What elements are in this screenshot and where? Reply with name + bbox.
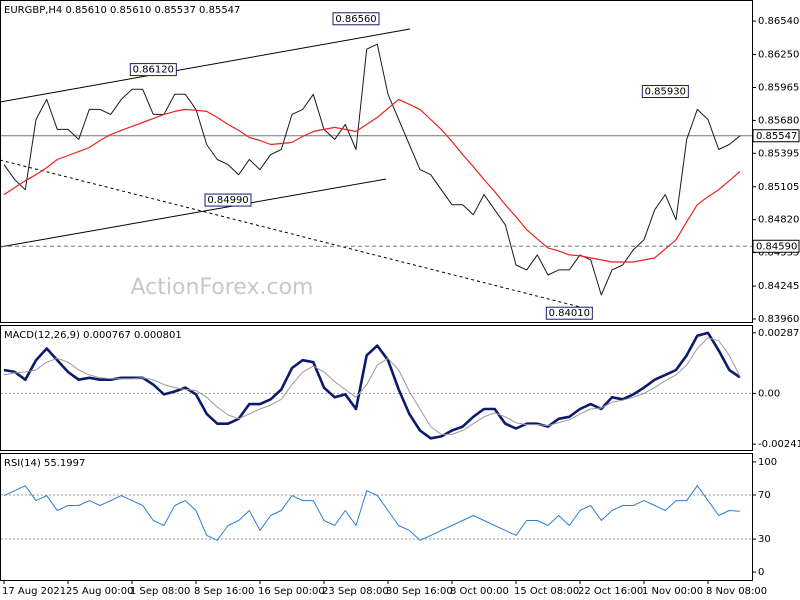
panel-title: MACD(12,26,9) 0.000767 0.000801 [4, 330, 182, 341]
y-tick-label: 0.86540 [758, 16, 799, 27]
y-tick-label: 0.84535 [758, 248, 799, 259]
y-tick-label: 30 [758, 534, 771, 545]
annotation-box [641, 85, 689, 99]
watermark: ActionForex.com [131, 275, 314, 300]
level-label-box [752, 239, 800, 253]
y-tick-label: 100 [758, 457, 777, 468]
x-tick-label: 22 Oct 16:00 [578, 586, 643, 597]
y-tick-label: -0.002412 [758, 439, 800, 450]
annotation-box [129, 63, 177, 77]
y-tick-label: 0.84820 [758, 215, 799, 226]
y-tick-label: 0.002879 [758, 328, 800, 339]
rsi-panel [0, 453, 753, 581]
x-tick-label: 25 Aug 00:00 [66, 586, 133, 597]
level-label-box [752, 129, 800, 143]
y-tick-label: 0.85395 [758, 148, 799, 159]
level-label: 0.84590 [756, 241, 797, 252]
x-tick-label: 16 Sep 00:00 [258, 586, 325, 597]
level-label: 0.85547 [756, 131, 797, 142]
annotation-box [332, 12, 380, 26]
annotation-label: 0.85930 [645, 87, 686, 98]
y-tick-label: 0.84245 [758, 281, 799, 292]
x-tick-label: 1 Sep 08:00 [130, 586, 190, 597]
annotation-label: 0.86120 [133, 65, 174, 76]
annotation-label: 0.84010 [549, 308, 590, 319]
y-tick-label: 0.86250 [758, 50, 799, 61]
x-tick-label: 30 Sep 16:00 [386, 586, 453, 597]
y-tick-label: 70 [758, 490, 771, 501]
annotation-label: 0.86560 [335, 14, 376, 25]
y-tick-label: 0 [758, 567, 764, 578]
annotation-label: 0.84990 [207, 195, 248, 206]
y-tick-label: 0.85105 [758, 182, 799, 193]
macd-panel [0, 325, 753, 451]
channel-upper [0, 28, 411, 103]
series-line [3, 331, 741, 440]
x-tick-label: 17 Aug 2021 [2, 586, 66, 597]
annotation-box [204, 193, 252, 207]
series-line [3, 337, 741, 435]
panel-title: RSI(14) 55.1997 [4, 458, 85, 469]
series-line [3, 43, 741, 296]
y-tick-label: 0.85680 [758, 115, 799, 126]
channel-lower [0, 178, 387, 248]
x-tick-label: 8 Sep 16:00 [194, 586, 254, 597]
x-tick-label: 15 Oct 08:00 [514, 586, 579, 597]
y-tick-label: 0.85965 [758, 82, 799, 93]
annotation-box [545, 306, 593, 320]
panel-title: EURGBP,H4 0.85610 0.85610 0.85537 0.8554… [4, 5, 240, 16]
x-tick-label: 8 Nov 08:00 [706, 586, 767, 597]
y-tick-label: 0.83960 [758, 314, 799, 325]
y-tick-label: 0.00 [758, 388, 780, 399]
x-tick-label: 8 Oct 00:00 [450, 586, 509, 597]
x-tick-label: 23 Sep 08:00 [322, 586, 389, 597]
x-tick-label: 1 Nov 00:00 [642, 586, 703, 597]
price-panel [0, 0, 753, 323]
series-line [3, 485, 741, 541]
series-line [3, 98, 741, 263]
